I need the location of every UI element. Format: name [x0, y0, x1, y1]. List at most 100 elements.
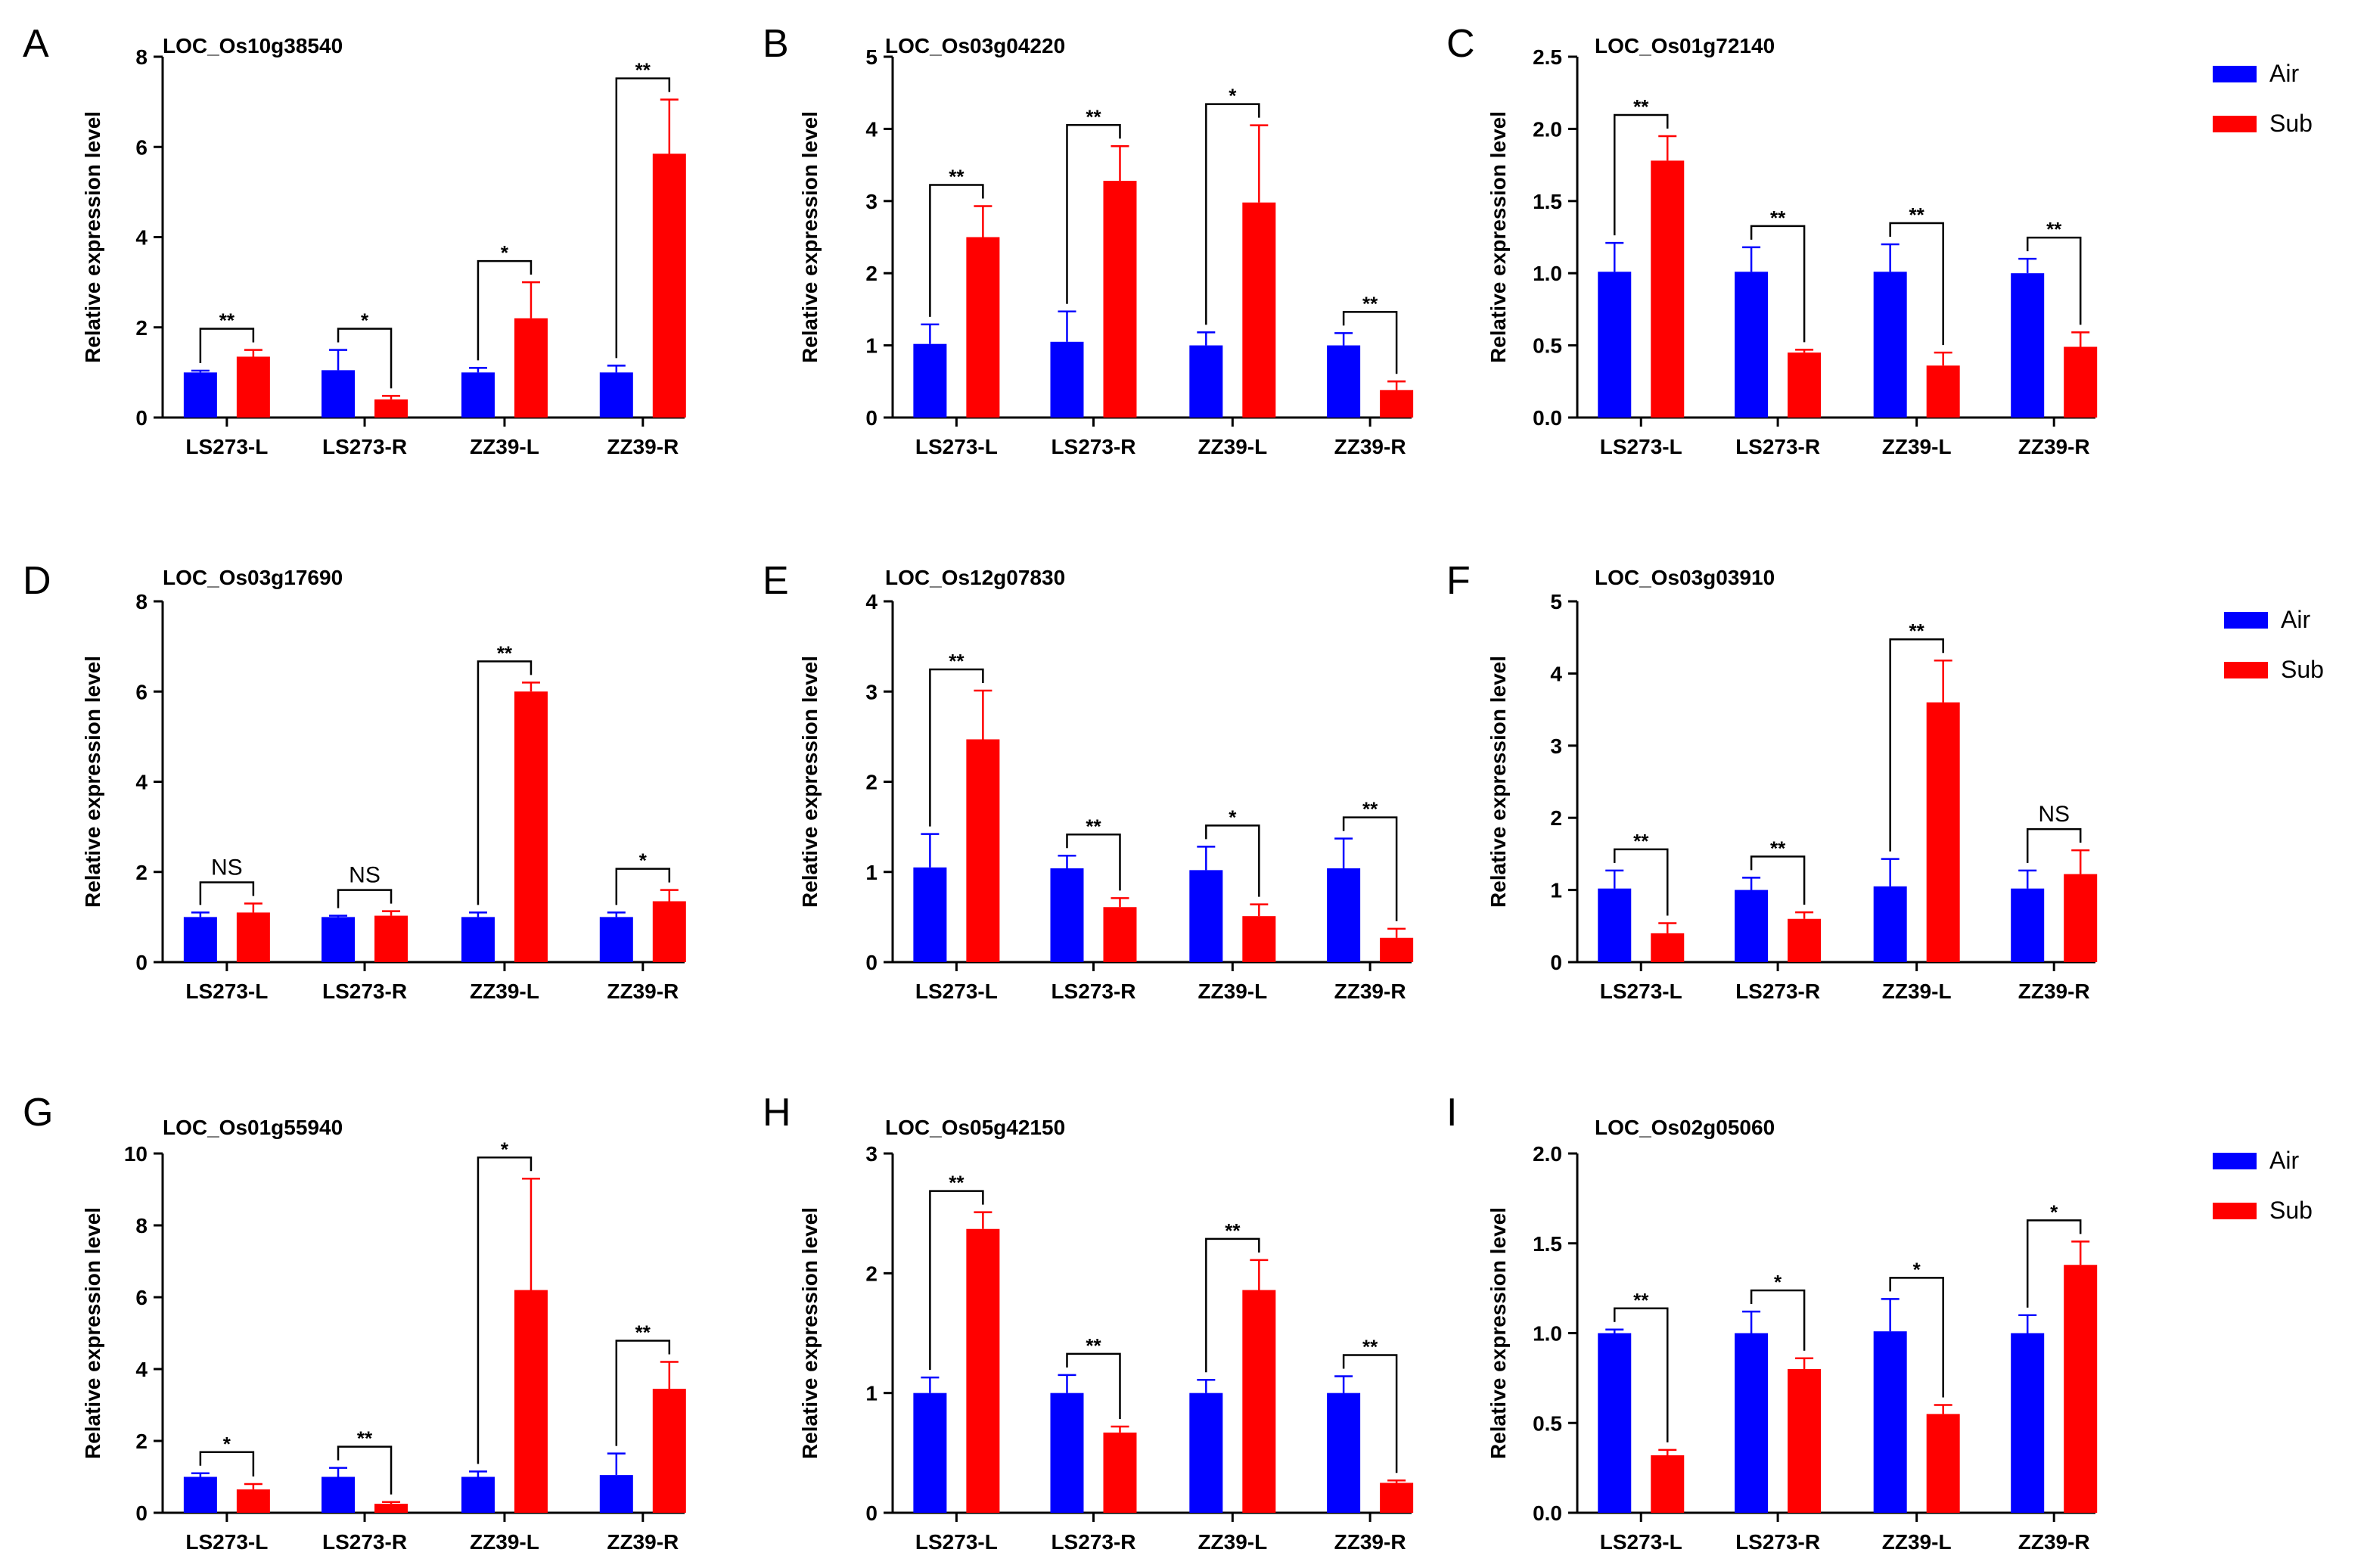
x-tick-label-e-zz39-r: ZZ39-R [1334, 980, 1406, 1003]
significance-bracket-a-zz39-r [615, 77, 671, 359]
x-tick-label-a-ls273-l: LS273-L [185, 435, 268, 458]
bar-sub-h-ls273-l [966, 1228, 1000, 1513]
significance-label-a-zz39-r: ** [635, 59, 651, 82]
significance-bracket-d-ls273-r [337, 889, 393, 908]
y-axis-label-e: Relative expression level [798, 656, 822, 908]
significance-label-d-zz39-l: ** [497, 641, 513, 664]
bar-air-a-ls273-r [322, 370, 356, 418]
x-tick-label-h-zz39-r: ZZ39-R [1334, 1530, 1406, 1554]
significance-bracket-i-ls273-l [1614, 1307, 1669, 1442]
significance-bracket-f-zz39-l [1889, 638, 1944, 852]
significance-bracket-d-zz39-r [615, 868, 671, 905]
bar-air-f-zz39-r [2011, 888, 2045, 962]
significance-bracket-b-zz39-r [1342, 311, 1398, 374]
bar-air-h-ls273-l [913, 1393, 947, 1513]
x-tick-label-h-zz39-l: ZZ39-L [1198, 1530, 1267, 1554]
y-tick-label-c-3: 1.5 [1533, 190, 1562, 213]
significance-bracket-c-zz39-l [1889, 222, 1944, 346]
bar-air-e-ls273-r [1050, 868, 1084, 962]
bar-air-g-ls273-r [322, 1476, 356, 1513]
x-tick-label-i-zz39-r: ZZ39-R [2018, 1530, 2090, 1554]
significance-bracket-b-ls273-l [929, 184, 984, 317]
x-tick-label-a-ls273-r: LS273-R [322, 435, 407, 458]
y-tick-label-e-0: 0 [865, 951, 878, 974]
significance-bracket-c-ls273-r [1750, 225, 1806, 343]
y-tick-label-g-0: 0 [135, 1501, 148, 1525]
panel-letter-c: C [1446, 22, 1475, 66]
x-tick-label-c-ls273-l: LS273-L [1600, 435, 1682, 458]
legend-label-sub-2: Sub [2281, 656, 2324, 683]
bar-air-h-ls273-r [1050, 1393, 1084, 1513]
bar-sub-b-zz39-r [1380, 390, 1414, 418]
y-tick-label-h-1: 1 [865, 1382, 878, 1405]
x-tick-label-d-zz39-l: ZZ39-L [470, 980, 539, 1003]
x-tick-label-g-ls273-r: LS273-R [322, 1530, 407, 1554]
x-tick-label-a-zz39-l: ZZ39-L [470, 435, 539, 458]
bar-air-g-zz39-r [599, 1475, 633, 1513]
chart-title-i: LOC_Os02g05060 [1595, 1116, 1775, 1139]
significance-label-f-zz39-l: ** [1909, 619, 1925, 642]
x-tick-label-b-ls273-r: LS273-R [1051, 435, 1135, 458]
bar-sub-e-zz39-r [1380, 937, 1414, 962]
bar-sub-f-zz39-l [1926, 702, 1960, 962]
bar-sub-g-zz39-l [514, 1290, 548, 1513]
bar-sub-f-ls273-r [1788, 918, 1822, 962]
bar-air-i-ls273-l [1598, 1333, 1632, 1513]
bar-sub-e-ls273-l [966, 739, 1000, 962]
significance-bracket-h-ls273-r [1066, 1352, 1121, 1419]
y-tick-label-b-4: 4 [865, 117, 878, 141]
bar-sub-c-ls273-l [1651, 160, 1685, 418]
x-tick-label-f-zz39-l: ZZ39-L [1882, 980, 1952, 1003]
y-tick-label-d-1: 2 [135, 861, 148, 884]
significance-label-g-ls273-r: ** [357, 1427, 373, 1450]
bar-air-d-ls273-r [322, 917, 356, 962]
panel-g: G LOC_Os01g55940 Relative expression level… [23, 1091, 686, 1554]
bar-air-a-zz39-l [461, 372, 495, 418]
legends: Air Sub Air Sub Air Sub [2213, 60, 2324, 1224]
significance-bracket-h-zz39-r [1342, 1354, 1398, 1473]
bar-air-a-zz39-r [599, 372, 633, 418]
panel-letter-h: H [763, 1091, 791, 1135]
bar-sub-d-zz39-r [652, 901, 686, 962]
y-axis-label-d: Relative expression level [81, 656, 104, 908]
chart-title-c: LOC_Os01g72140 [1595, 34, 1775, 57]
bar-air-e-zz39-r [1327, 868, 1361, 962]
bar-sub-e-ls273-r [1103, 907, 1137, 962]
significance-label-h-ls273-l: ** [949, 1172, 965, 1194]
bar-air-b-zz39-l [1189, 345, 1223, 418]
y-tick-label-a-2: 4 [135, 226, 148, 250]
y-tick-label-b-3: 3 [865, 190, 878, 213]
bar-sub-i-ls273-l [1651, 1455, 1685, 1513]
bar-sub-f-ls273-l [1651, 933, 1685, 962]
significance-label-b-zz39-r: ** [1362, 292, 1378, 315]
legend-label-air-2: Air [2281, 606, 2310, 633]
significance-label-f-zz39-r: NS [2038, 802, 2070, 827]
bar-sub-f-zz39-r [2064, 874, 2098, 962]
y-tick-label-e-1: 1 [865, 861, 878, 884]
bar-sub-b-ls273-l [966, 237, 1000, 418]
x-tick-label-b-ls273-l: LS273-L [915, 435, 998, 458]
significance-bracket-c-ls273-l [1614, 113, 1669, 236]
bar-sub-b-ls273-r [1103, 181, 1137, 418]
y-tick-label-g-1: 2 [135, 1430, 148, 1453]
significance-bracket-d-ls273-l [199, 881, 255, 905]
significance-label-h-zz39-r: ** [1362, 1336, 1378, 1358]
bar-sub-h-zz39-l [1242, 1290, 1276, 1513]
significance-bracket-g-ls273-r [337, 1445, 393, 1495]
significance-bracket-e-ls273-l [929, 668, 984, 827]
legend-swatch-air-3 [2213, 1153, 2257, 1169]
significance-label-i-zz39-l: * [1913, 1258, 1921, 1281]
bar-sub-b-zz39-l [1242, 202, 1276, 418]
bar-air-g-ls273-l [183, 1476, 217, 1513]
bar-air-i-ls273-r [1735, 1333, 1769, 1513]
y-tick-label-b-1: 1 [865, 334, 878, 358]
bar-air-c-zz39-l [1873, 272, 1907, 418]
legend-label-air-3: Air [2269, 1147, 2299, 1174]
x-tick-label-h-ls273-l: LS273-L [915, 1530, 998, 1554]
significance-label-a-zz39-l: * [501, 241, 509, 264]
x-tick-label-i-ls273-l: LS273-L [1600, 1530, 1682, 1554]
legend-swatch-sub-2 [2224, 662, 2268, 678]
y-tick-label-f-1: 1 [1550, 879, 1562, 902]
chart-title-f: LOC_Os03g03910 [1595, 566, 1775, 589]
x-tick-label-e-ls273-l: LS273-L [915, 980, 998, 1003]
